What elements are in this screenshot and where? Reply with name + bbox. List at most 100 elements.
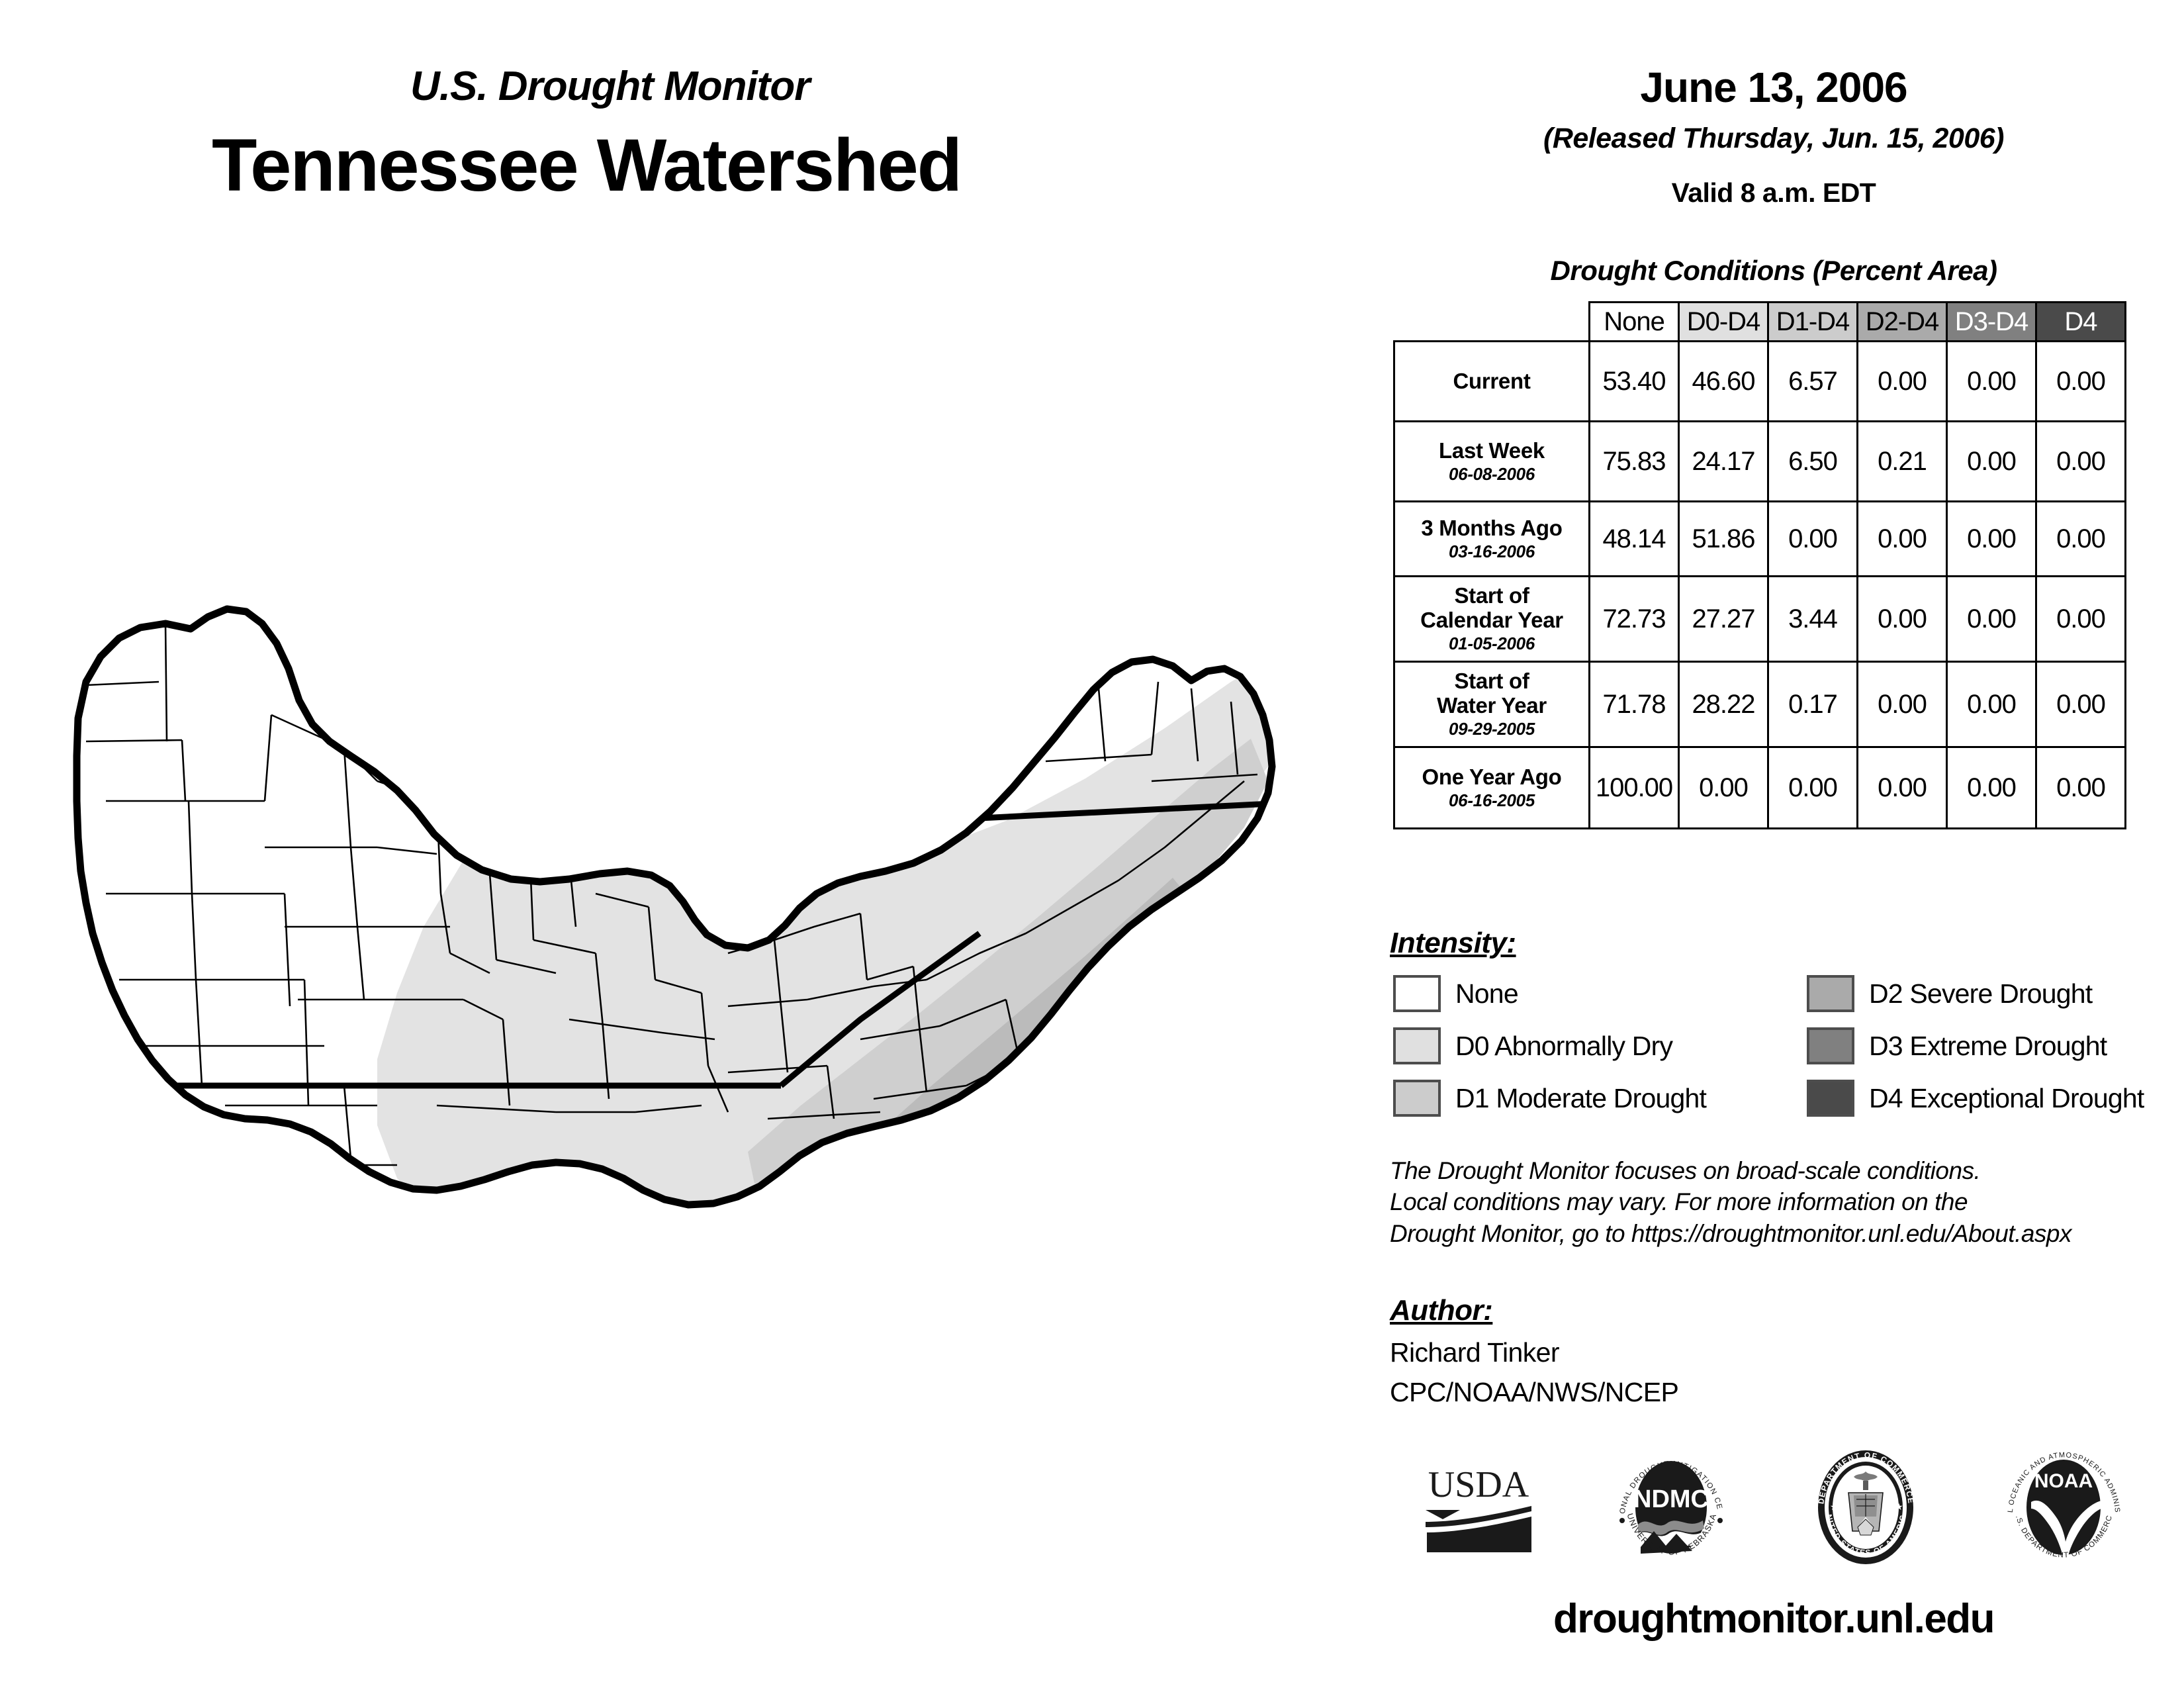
row-date: 01-05-2006 — [1449, 633, 1535, 654]
cell-3mo-d4: 0.00 — [2035, 500, 2126, 577]
table-caption: Drought Conditions (Percent Area) — [1550, 255, 1997, 286]
cell-lastweek-none: 75.83 — [1588, 420, 1680, 502]
row-label-start-of-water-year: Start of Water Year 09-29-2005 — [1393, 661, 1590, 748]
cell-current-d2d4: 0.00 — [1856, 340, 1948, 422]
cell-3mo-d3d4: 0.00 — [1946, 500, 2037, 577]
cell-wy-d2d4: 0.00 — [1856, 661, 1948, 748]
row-date: 03-16-2006 — [1449, 541, 1535, 561]
footer-url: droughtmonitor.unl.edu — [1553, 1596, 1995, 1642]
row-title: Start of Calendar Year — [1420, 583, 1563, 633]
cell-lastweek-d1d4: 6.50 — [1767, 420, 1858, 502]
row-title: Start of Water Year — [1437, 669, 1547, 718]
cell-1yr-none: 100.00 — [1588, 746, 1680, 829]
cell-1yr-d0d4: 0.00 — [1678, 746, 1769, 829]
swatch-d4 — [1807, 1080, 1854, 1117]
row-label-start-of-calendar-year: Start of Calendar Year 01-05-2006 — [1393, 575, 1590, 663]
cell-wy-none: 71.78 — [1588, 661, 1680, 748]
legend-item-d4: D4 Exceptional Drought — [1807, 1080, 2144, 1117]
table-row: Start of Calendar Year 01-05-2006 72.73 2… — [1393, 575, 2126, 663]
cell-current-d0d4: 46.60 — [1678, 340, 1769, 422]
swatch-none — [1393, 975, 1441, 1012]
cell-cy-none: 72.73 — [1588, 575, 1680, 663]
cell-1yr-d3d4: 0.00 — [1946, 746, 2037, 829]
page-title: Tennessee Watershed — [212, 124, 962, 207]
col-header-d4: D4 — [2035, 301, 2126, 342]
disclaimer-line-3: Drought Monitor, go to https://droughtmo… — [1390, 1219, 2072, 1247]
cell-lastweek-d2d4: 0.21 — [1856, 420, 1948, 502]
row-title: Current — [1453, 368, 1531, 393]
author-name: Richard Tinker — [1390, 1337, 1560, 1368]
row-title: Last Week — [1439, 438, 1545, 463]
table-row: One Year Ago 06-16-2005 100.00 0.00 0.00… — [1393, 746, 2126, 829]
legend-heading: Intensity: — [1390, 927, 1516, 959]
agency-logos: USDA NDMC NATIONAL DROUGHT MITIGATION CE… — [1383, 1433, 2164, 1585]
doc-star-right: ★ — [1895, 1501, 1903, 1512]
legend-item-none: None — [1393, 975, 1519, 1012]
row-label-last-week: Last Week 06-08-2006 — [1393, 420, 1590, 502]
row-label-3-months-ago: 3 Months Ago 03-16-2006 — [1393, 500, 1590, 577]
col-header-none: None — [1588, 301, 1680, 342]
col-header-d1d4: D1-D4 — [1767, 301, 1858, 342]
map-basin-fill — [77, 609, 1272, 1205]
cell-cy-d1d4: 3.44 — [1767, 575, 1858, 663]
table-row: Start of Water Year 09-29-2005 71.78 28.2… — [1393, 661, 2126, 748]
issue-date: June 13, 2006 — [1640, 64, 1907, 111]
cell-lastweek-d4: 0.00 — [2035, 420, 2126, 502]
map-svg — [73, 605, 1276, 1209]
col-header-d2d4: D2-D4 — [1856, 301, 1948, 342]
row-date: 09-29-2005 — [1449, 719, 1535, 739]
drought-conditions-table: None D0-D4 D1-D4 D2-D4 D3-D4 D4 Current … — [1393, 301, 2126, 829]
legend-label-d1: D1 Moderate Drought — [1455, 1082, 1707, 1113]
cell-cy-d4: 0.00 — [2035, 575, 2126, 663]
cell-3mo-d1d4: 0.00 — [1767, 500, 1858, 577]
row-label-current: Current — [1393, 340, 1590, 422]
author-organization: CPC/NOAA/NWS/NCEP — [1390, 1377, 1679, 1407]
row-date: 06-16-2005 — [1449, 790, 1535, 810]
col-header-d3d4: D3-D4 — [1946, 301, 2037, 342]
cell-current-none: 53.40 — [1588, 340, 1680, 422]
legend-label-d0: D0 Abnormally Dry — [1455, 1030, 1673, 1061]
disclaimer-line-1: The Drought Monitor focuses on broad-sca… — [1390, 1157, 1981, 1184]
row-date: 06-08-2006 — [1449, 463, 1535, 484]
table-row: Last Week 06-08-2006 75.83 24.17 6.50 0.… — [1393, 420, 2126, 502]
usda-logo: USDA — [1419, 1458, 1538, 1561]
cell-cy-d2d4: 0.00 — [1856, 575, 1948, 663]
cell-current-d3d4: 0.00 — [1946, 340, 2037, 422]
swatch-d1 — [1393, 1080, 1441, 1117]
col-header-d0d4: D0-D4 — [1678, 301, 1769, 342]
table-row: 3 Months Ago 03-16-2006 48.14 51.86 0.00… — [1393, 500, 2126, 577]
release-date: (Released Thursday, Jun. 15, 2006) — [1543, 122, 2005, 154]
disclaimer-line-2: Local conditions may vary. For more info… — [1390, 1188, 1968, 1216]
legend-label-none: None — [1455, 978, 1519, 1009]
legend-label-d3: D3 Extreme Drought — [1869, 1030, 2107, 1061]
cell-3mo-d0d4: 51.86 — [1678, 500, 1769, 577]
table-row: Current 53.40 46.60 6.57 0.00 0.00 0.00 — [1393, 340, 2126, 422]
row-label-one-year-ago: One Year Ago 06-16-2005 — [1393, 746, 1590, 829]
row-title: 3 Months Ago — [1421, 515, 1563, 540]
cell-1yr-d2d4: 0.00 — [1856, 746, 1948, 829]
cell-wy-d4: 0.00 — [2035, 661, 2126, 748]
table-header-row: None D0-D4 D1-D4 D2-D4 D3-D4 D4 — [1394, 301, 2126, 342]
noaa-logo: NOAA NATIONAL OCEANIC AND ATMOSPHERIC AD… — [1996, 1439, 2128, 1574]
legend-item-d1: D1 Moderate Drought — [1393, 1080, 1707, 1117]
legend-item-d0: D0 Abnormally Dry — [1393, 1027, 1673, 1064]
row-title: One Year Ago — [1422, 764, 1562, 789]
valid-time: Valid 8 a.m. EDT — [1671, 177, 1876, 208]
ndmc-wordmark: NDMC — [1633, 1485, 1709, 1513]
drought-map[interactable] — [66, 583, 1324, 1284]
swatch-d0 — [1393, 1027, 1441, 1064]
legend-label-d4: D4 Exceptional Drought — [1869, 1082, 2144, 1113]
swatch-d3 — [1807, 1027, 1854, 1064]
watershed-outline — [73, 605, 1276, 1209]
cell-wy-d0d4: 28.22 — [1678, 661, 1769, 748]
cell-1yr-d1d4: 0.00 — [1767, 746, 1858, 829]
cell-3mo-d2d4: 0.00 — [1856, 500, 1948, 577]
program-label: U.S. Drought Monitor — [410, 64, 810, 109]
disclaimer: The Drought Monitor focuses on broad-sca… — [1390, 1155, 2171, 1249]
doc-seal: ★ ★ DEPARTMENT OF COMMERCE UNITED STATES… — [1801, 1439, 1927, 1572]
cell-cy-d3d4: 0.00 — [1946, 575, 2037, 663]
doc-star-left: ★ — [1830, 1501, 1839, 1512]
legend-item-d2: D2 Severe Drought — [1807, 975, 2093, 1012]
cell-3mo-none: 48.14 — [1588, 500, 1680, 577]
cell-wy-d1d4: 0.17 — [1767, 661, 1858, 748]
